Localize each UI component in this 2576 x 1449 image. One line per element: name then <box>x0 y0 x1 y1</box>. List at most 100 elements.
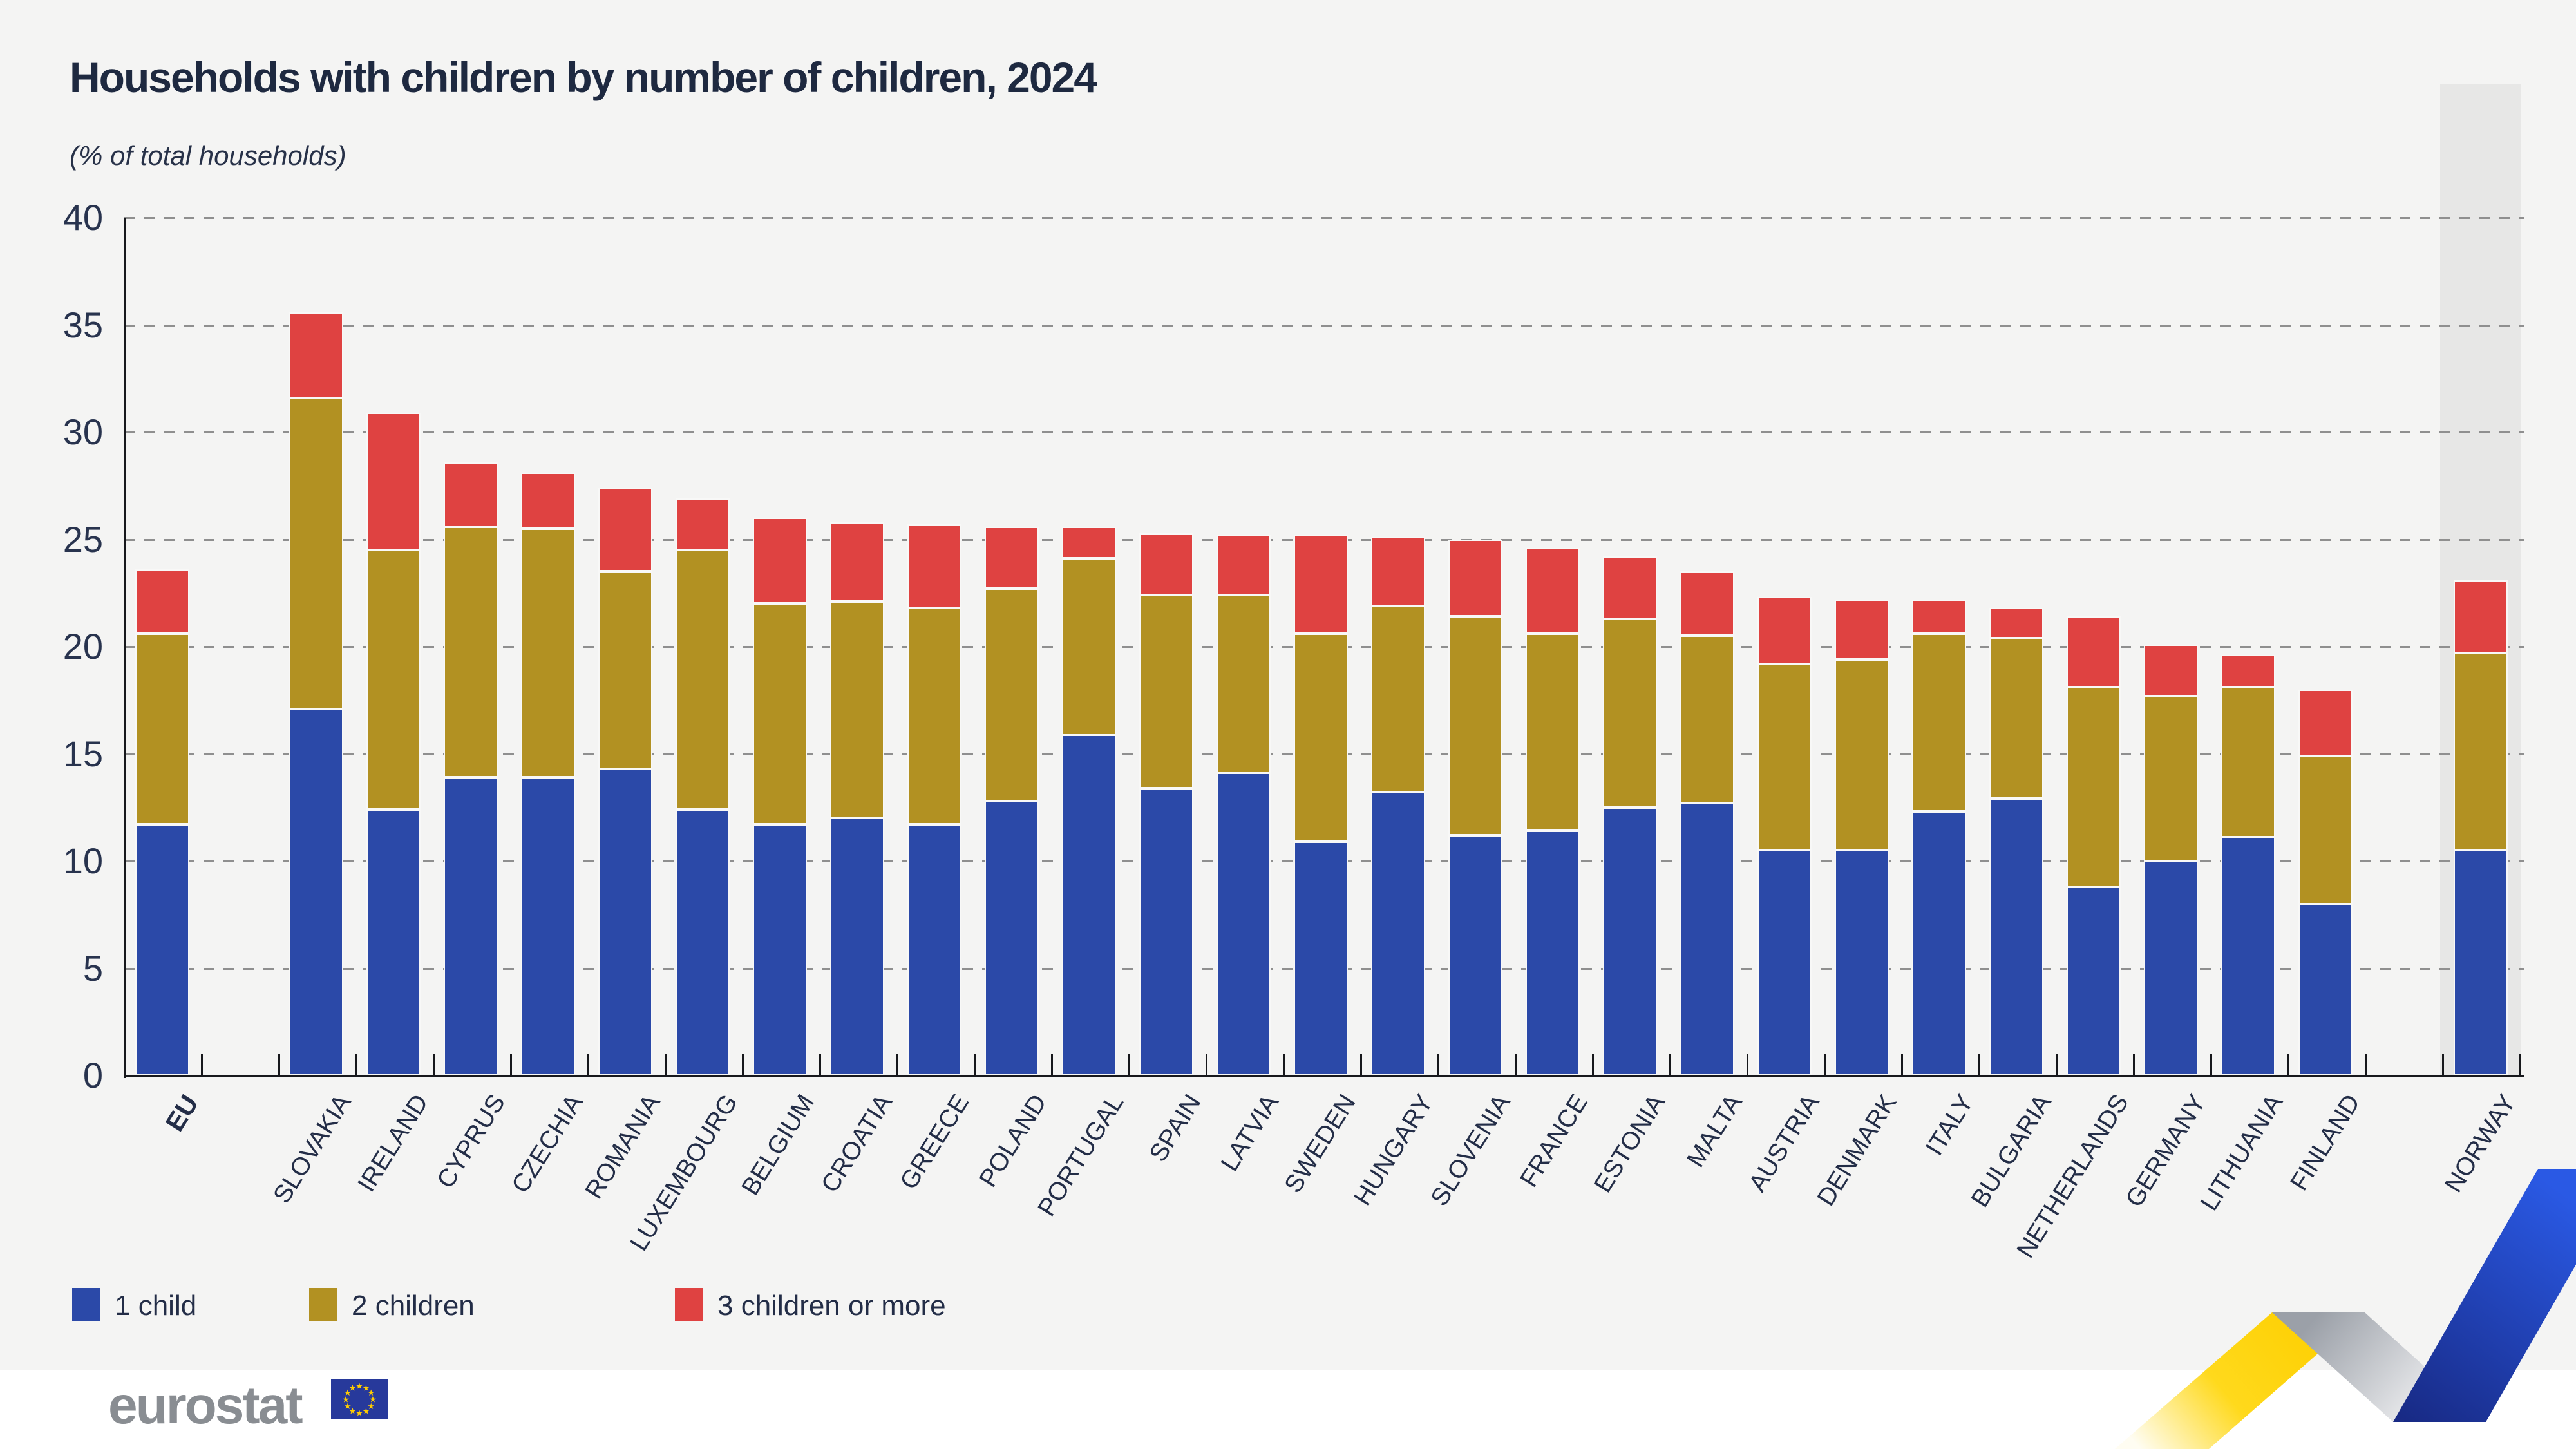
bar-segment-slovenia-3-children-or-more <box>1448 539 1502 617</box>
bar-slovenia <box>1448 0 1502 1075</box>
x-axis-tick <box>819 1054 821 1075</box>
x-axis-tick <box>433 1054 435 1075</box>
bar-segment-eu-2-children <box>135 634 189 825</box>
x-axis-tick <box>1128 1054 1130 1075</box>
x-axis-tick <box>587 1054 589 1075</box>
legend-label-2-children: 2 children <box>352 1290 475 1321</box>
y-axis-label-0: 0 <box>82 1055 103 1095</box>
bar-segment-greece-2-children <box>907 608 961 825</box>
bar-czechia <box>521 0 575 1075</box>
bar-segment-lithuania-1-child <box>2221 837 2275 1075</box>
bar-hungary <box>1371 0 1425 1075</box>
y-axis-label-10: 10 <box>62 840 103 881</box>
x-axis-tick <box>355 1054 357 1075</box>
x-axis-tick <box>896 1054 898 1075</box>
bar-norway <box>2454 0 2508 1075</box>
bar-segment-romania-2-children <box>598 571 652 769</box>
x-axis-tick <box>1437 1054 1439 1075</box>
bar-segment-spain-1-child <box>1139 788 1193 1075</box>
bar-segment-ireland-2-children <box>366 550 421 810</box>
bar-segment-czechia-1-child <box>521 777 575 1075</box>
bar-segment-ireland-3-children-or-more <box>366 413 421 551</box>
bar-segment-bulgaria-2-children <box>1989 638 2043 799</box>
bar-denmark <box>1835 0 1889 1075</box>
flag-star: ★ <box>363 1406 370 1416</box>
bar-segment-denmark-1-child <box>1835 850 1889 1075</box>
flag-star: ★ <box>349 1406 357 1416</box>
bar-eu <box>135 0 189 1075</box>
x-axis-tick <box>1978 1054 1980 1075</box>
legend-swatch-2-children <box>309 1288 337 1321</box>
x-axis-tick <box>1360 1054 1362 1075</box>
bar-segment-italy-3-children-or-more <box>1912 599 1966 634</box>
ribbon-blue-band <box>2393 1169 2576 1422</box>
bar-segment-bulgaria-3-children-or-more <box>1989 608 2043 638</box>
bar-segment-slovakia-1-child <box>289 708 343 1075</box>
flag-star: ★ <box>342 1395 350 1405</box>
bar-latvia <box>1217 0 1271 1075</box>
flag-star: ★ <box>367 1401 375 1411</box>
bar-segment-latvia-2-children <box>1217 595 1271 773</box>
legend-label-3-children-or-more: 3 children or more <box>717 1290 946 1321</box>
bar-segment-ireland-1-child <box>366 810 421 1075</box>
bar-segment-croatia-3-children-or-more <box>830 522 884 602</box>
bar-segment-netherlands-1-child <box>2067 886 2121 1075</box>
x-axis-tick <box>2056 1054 2058 1075</box>
bar-segment-finland-3-children-or-more <box>2298 689 2353 756</box>
y-axis-label-30: 30 <box>62 412 103 452</box>
flag-star: ★ <box>349 1383 357 1392</box>
bar-segment-romania-3-children-or-more <box>598 488 652 572</box>
bar-segment-malta-3-children-or-more <box>1680 571 1734 636</box>
x-axis-tick <box>2133 1054 2135 1075</box>
x-axis-tick <box>1747 1054 1748 1075</box>
bar-segment-slovakia-3-children-or-more <box>289 312 343 398</box>
x-axis-tick <box>1051 1054 1053 1075</box>
bar-finland <box>2298 0 2353 1075</box>
flag-star: ★ <box>369 1395 377 1405</box>
bar-segment-france-2-children <box>1526 634 1580 831</box>
gridline-40 <box>124 217 2524 219</box>
bar-segment-malta-1-child <box>1680 803 1734 1075</box>
bar-cyprus <box>444 0 498 1075</box>
bar-segment-cyprus-2-children <box>444 526 498 778</box>
y-axis-label-35: 35 <box>62 304 103 345</box>
bar-segment-norway-3-children-or-more <box>2454 580 2508 653</box>
x-axis-tick <box>1901 1054 1903 1075</box>
bar-segment-poland-1-child <box>985 800 1039 1075</box>
x-axis-tick <box>2287 1054 2289 1075</box>
bar-segment-malta-2-children <box>1680 636 1734 804</box>
x-axis-tick <box>1283 1054 1285 1075</box>
bar-segment-estonia-3-children-or-more <box>1603 556 1657 619</box>
y-axis-line <box>124 218 126 1078</box>
bar-segment-hungary-1-child <box>1371 792 1425 1075</box>
bar-segment-portugal-3-children-or-more <box>1062 526 1116 559</box>
bar-poland <box>985 0 1039 1075</box>
flag-star: ★ <box>363 1383 370 1392</box>
eu-flag-icon: ★★★★★★★★★★★★ <box>331 1379 388 1419</box>
chart-title: Households with children by number of ch… <box>70 53 1097 101</box>
bar-segment-czechia-3-children-or-more <box>521 473 575 529</box>
gridline-35 <box>124 324 2524 327</box>
eurostat-logo-text: eurostat <box>108 1376 303 1435</box>
bar-segment-france-3-children-or-more <box>1526 547 1580 634</box>
flag-star: ★ <box>344 1388 352 1397</box>
bar-italy <box>1912 0 1966 1075</box>
bar-segment-hungary-3-children-or-more <box>1371 537 1425 606</box>
chart-subtitle: (% of total households) <box>70 140 346 171</box>
bar-segment-slovenia-1-child <box>1448 835 1502 1075</box>
x-axis-tick <box>2365 1054 2367 1075</box>
bar-segment-slovakia-2-children <box>289 397 343 709</box>
bar-segment-denmark-3-children-or-more <box>1835 599 1889 659</box>
bar-segment-cyprus-3-children-or-more <box>444 462 498 527</box>
bar-segment-italy-1-child <box>1912 811 1966 1075</box>
bar-segment-portugal-2-children <box>1062 558 1116 735</box>
bar-segment-czechia-2-children <box>521 528 575 778</box>
bar-segment-belgium-1-child <box>753 824 807 1075</box>
bar-segment-denmark-2-children <box>1835 659 1889 851</box>
legend-swatch-1-child <box>72 1288 100 1321</box>
bar-france <box>1526 0 1580 1075</box>
bar-segment-romania-1-child <box>598 768 652 1075</box>
